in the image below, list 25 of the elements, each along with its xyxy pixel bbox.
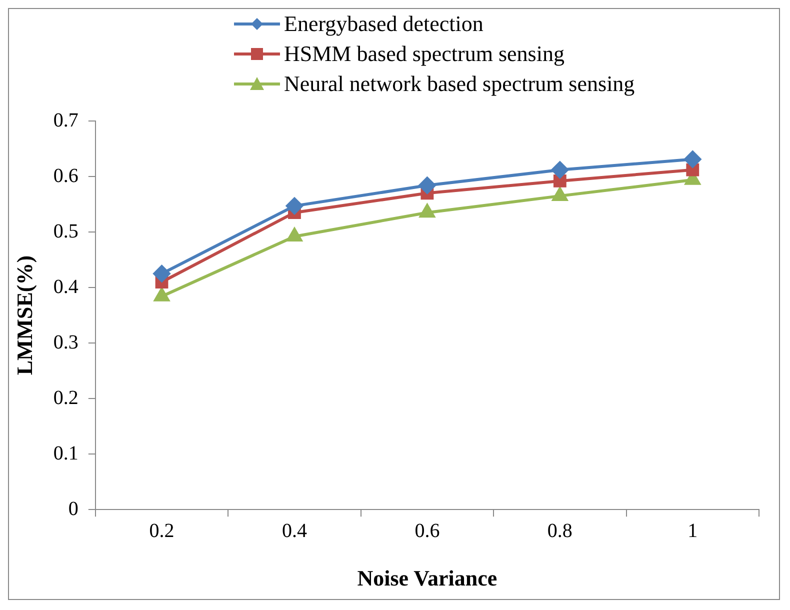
legend-label: HSMM based spectrum sensing	[284, 40, 564, 68]
x-tick-label: 0.8	[547, 520, 572, 542]
x-tick-label: 0.2	[149, 520, 174, 542]
point	[551, 161, 568, 178]
x-tick-label: 0.4	[282, 520, 307, 542]
point	[418, 176, 436, 194]
x-tick-label: 1	[688, 520, 698, 542]
y-tick-label: 0.4	[53, 276, 78, 298]
x-axis-title: Noise Variance	[357, 565, 498, 590]
y-tick-label: 0.5	[53, 220, 78, 242]
point	[153, 265, 170, 282]
y-tick-label: 0.7	[53, 109, 78, 132]
y-tick-label: 0.3	[53, 331, 78, 354]
legend-label: Energybased detection	[284, 10, 484, 38]
legend-label: Neural network based spectrum sensing	[284, 70, 635, 98]
x-tick-label: 0.6	[414, 520, 440, 542]
point	[420, 204, 435, 218]
point	[684, 150, 702, 168]
y-axis-title: LMMSE(%)	[12, 255, 37, 376]
point	[286, 197, 303, 214]
y-tick-label: 0.2	[53, 386, 78, 409]
y-tick-label: 0.1	[53, 442, 78, 464]
y-tick-label: 0	[68, 498, 78, 520]
y-tick-label: 0.6	[53, 164, 78, 187]
point	[553, 174, 566, 188]
